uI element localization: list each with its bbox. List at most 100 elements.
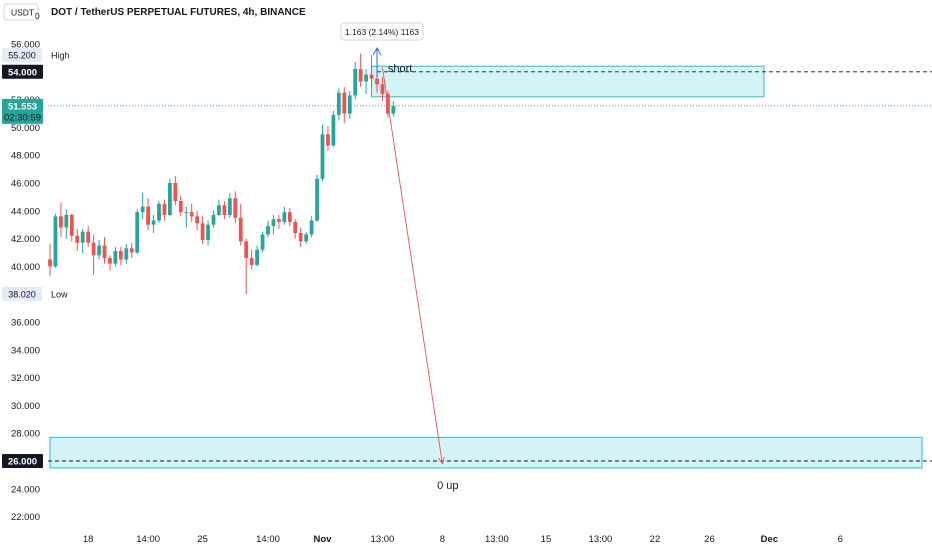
candle[interactable] xyxy=(59,202,63,238)
candles-layer[interactable] xyxy=(48,53,396,295)
candle-body xyxy=(69,214,74,236)
candle-body xyxy=(326,134,330,146)
candle[interactable] xyxy=(315,174,319,222)
candle[interactable] xyxy=(189,203,194,222)
candle[interactable] xyxy=(309,216,314,238)
candle[interactable] xyxy=(178,195,183,217)
candle[interactable] xyxy=(266,220,270,238)
candle[interactable] xyxy=(124,244,129,264)
low-value: 38.020 xyxy=(8,289,36,299)
candle-body xyxy=(151,220,156,225)
candle[interactable] xyxy=(206,220,210,246)
candle[interactable] xyxy=(135,209,140,254)
candle[interactable] xyxy=(113,246,118,267)
y-tick-label: 46.000 xyxy=(11,179,40,190)
candle[interactable] xyxy=(238,203,243,246)
projection-arrow-line xyxy=(382,67,443,464)
candle[interactable] xyxy=(97,239,101,260)
y-tick-label: 36.000 xyxy=(11,318,40,329)
candle[interactable] xyxy=(320,124,325,182)
candle[interactable] xyxy=(298,227,303,247)
candle[interactable] xyxy=(75,228,80,252)
candle-body xyxy=(75,235,80,243)
candle[interactable] xyxy=(331,110,336,147)
candle[interactable] xyxy=(48,244,52,277)
candle[interactable] xyxy=(129,242,134,259)
y-tick-label: 34.000 xyxy=(11,345,40,356)
y-tick-label: 56.000 xyxy=(11,40,40,51)
candle-body xyxy=(102,245,107,259)
candle[interactable] xyxy=(304,231,309,245)
candle[interactable] xyxy=(260,231,265,253)
candle[interactable] xyxy=(217,199,221,217)
candle[interactable] xyxy=(287,208,292,227)
candle[interactable] xyxy=(244,238,249,295)
candle-body xyxy=(108,258,112,264)
candle[interactable] xyxy=(391,100,396,117)
candle[interactable] xyxy=(102,237,107,264)
currency-label[interactable]: USDT xyxy=(11,8,34,18)
candle-body xyxy=(118,251,123,260)
candle[interactable] xyxy=(282,206,287,225)
currency-button[interactable] xyxy=(3,3,39,21)
candle-body xyxy=(59,216,63,228)
y-tick-label: 30.000 xyxy=(11,401,40,412)
candle[interactable] xyxy=(200,216,205,245)
candle-body xyxy=(222,205,227,215)
y-tick-label: 48.000 xyxy=(11,151,40,162)
candle[interactable] xyxy=(369,55,374,89)
candle-body xyxy=(217,205,221,215)
candle[interactable] xyxy=(358,53,363,88)
candle[interactable] xyxy=(108,255,112,271)
candle[interactable] xyxy=(336,88,341,121)
candle[interactable] xyxy=(227,192,232,218)
candle[interactable] xyxy=(353,62,358,100)
candle[interactable] xyxy=(255,245,259,267)
candle[interactable] xyxy=(249,249,254,270)
candle[interactable] xyxy=(118,246,123,266)
candle[interactable] xyxy=(146,198,150,231)
candle[interactable] xyxy=(53,213,58,268)
candle[interactable] xyxy=(271,214,276,235)
candle[interactable] xyxy=(184,206,189,228)
candle[interactable] xyxy=(277,214,281,229)
candle[interactable] xyxy=(326,126,330,152)
candle-body xyxy=(184,212,189,214)
candle[interactable] xyxy=(151,214,156,234)
candle[interactable] xyxy=(157,201,161,224)
candle-body xyxy=(97,245,101,256)
candle-body xyxy=(206,224,210,240)
levels-layer xyxy=(48,71,932,462)
candle[interactable] xyxy=(195,210,200,231)
countdown-tag: 02:30:59 xyxy=(4,112,41,123)
candle[interactable] xyxy=(140,192,145,220)
candle-body xyxy=(86,231,91,243)
candle[interactable] xyxy=(293,219,298,239)
candle[interactable] xyxy=(86,226,91,247)
candle-body xyxy=(53,216,58,267)
candle[interactable] xyxy=(162,199,167,221)
candle-body xyxy=(233,198,238,218)
currency-sub-label: 0 xyxy=(35,11,40,21)
y-tick-label: 42.000 xyxy=(11,234,40,245)
candle[interactable] xyxy=(342,87,347,124)
chart-title: DOT / TetherUS PERPETUAL FUTURES, 4h, BI… xyxy=(51,7,306,18)
candle-body xyxy=(375,78,379,85)
candle[interactable] xyxy=(168,178,172,217)
candle[interactable] xyxy=(91,234,96,275)
candle[interactable] xyxy=(173,176,178,206)
candle[interactable] xyxy=(211,210,216,228)
candle[interactable] xyxy=(64,209,69,239)
candle[interactable] xyxy=(347,91,352,120)
candle[interactable] xyxy=(233,191,238,224)
candle[interactable] xyxy=(380,77,385,101)
candle[interactable] xyxy=(364,69,368,95)
candle[interactable] xyxy=(69,213,74,242)
candle[interactable] xyxy=(222,201,227,220)
candle-body xyxy=(80,231,85,243)
y-tick-label: 50.000 xyxy=(11,123,40,134)
candle-body xyxy=(135,212,140,253)
x-tick-label: 15 xyxy=(541,534,552,545)
candle[interactable] xyxy=(80,228,85,254)
